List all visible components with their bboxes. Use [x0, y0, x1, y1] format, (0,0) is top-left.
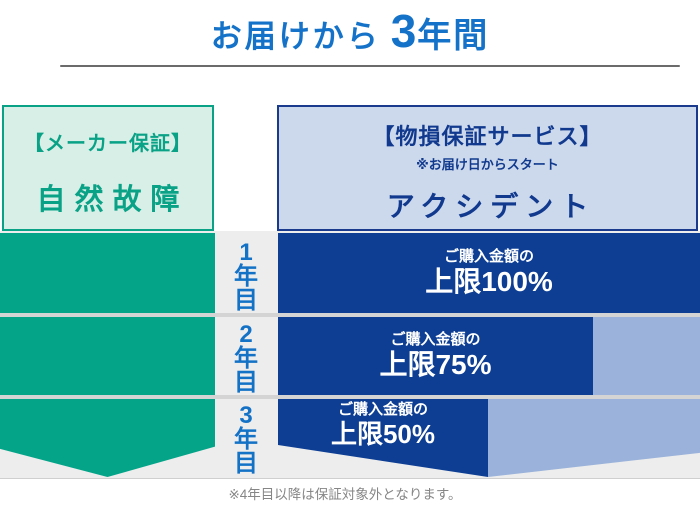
year-label-3-text: 3年目: [234, 402, 258, 477]
row-separator-2: [0, 395, 700, 399]
damage-warranty-subject: アクシデント: [386, 191, 596, 222]
damage-warranty-heading: 【物損保証サービス】: [372, 124, 603, 149]
manufacturer-bar-year2: [0, 317, 215, 395]
coverage-limit-year1: 上限100%: [425, 266, 553, 298]
year-label-2-text: 2年目: [234, 321, 258, 396]
title-prefix: お届けから: [210, 19, 381, 54]
coverage-prefix-year1: ご購入金額の: [443, 247, 534, 265]
manufacturer-bar-year1: [0, 233, 215, 313]
row-separator-1: [0, 313, 700, 317]
footnote: ※4年目以降は保証対象外となります。: [228, 487, 462, 502]
coverage-prefix-year2: ご購入金額の: [390, 330, 481, 348]
coverage-bar-year2-faded-extension: [593, 317, 700, 395]
coverage-limit-year3: 上限50%: [330, 418, 436, 449]
damage-warranty-start-note: ※お届け日からスタート: [416, 157, 559, 172]
page-title: お届けから 3 年間: [0, 4, 700, 62]
year-label-1-text: 1年目: [234, 239, 258, 314]
title-suffix: 年間: [417, 17, 490, 55]
year-label-2: 2年目: [215, 323, 277, 397]
coverage-bar-year1: ご購入金額の 上限100%: [278, 233, 700, 313]
manufacturer-warranty-heading: 【メーカー保証】: [24, 133, 192, 155]
title-underline: [60, 65, 680, 67]
year-label-3: 3年目: [215, 404, 277, 478]
coverage-limit-year2: 上限75%: [379, 349, 492, 381]
coverage-prefix-year3: ご購入金額の: [337, 401, 428, 418]
manufacturer-warranty-subject: 自然故障: [36, 184, 189, 216]
coverage-bar-year2: ご購入金額の 上限75%: [278, 317, 593, 395]
manufacturer-warranty-header: 【メーカー保証】 自然故障: [2, 105, 214, 231]
year-label-1: 1年目: [215, 241, 277, 315]
damage-warranty-header: 【物損保証サービス】 ※お届け日からスタート アクシデント: [277, 105, 698, 231]
title-years-number: 3: [390, 5, 418, 57]
